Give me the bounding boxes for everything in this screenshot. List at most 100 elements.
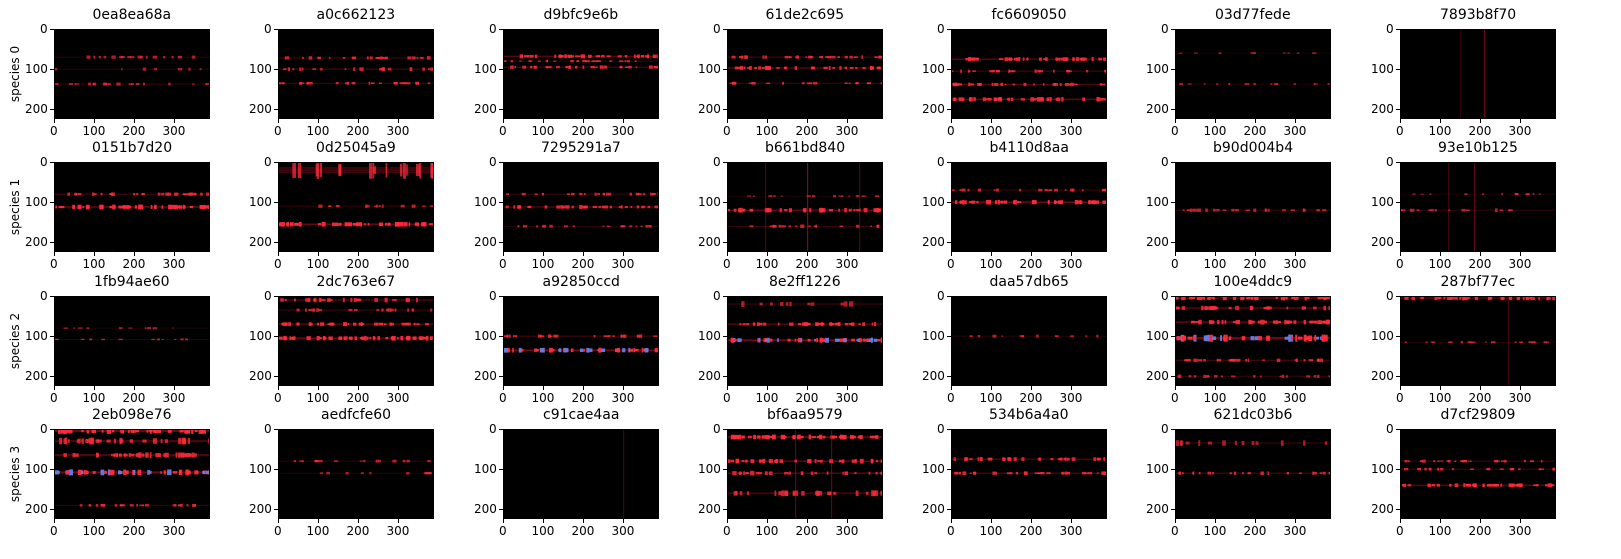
syllable-mark [826, 471, 829, 475]
syllable-mark [982, 97, 987, 102]
axes-frame [951, 296, 1107, 386]
energy-band [951, 201, 1107, 203]
syllable-mark [1258, 320, 1261, 324]
x-tick-label: 200 [1019, 524, 1043, 538]
y-tick-mark [947, 242, 951, 243]
y-tick-label: 200 [1371, 235, 1394, 250]
syllable-mark [1529, 297, 1532, 300]
syllable-mark [554, 54, 557, 58]
syllable-mark [733, 490, 738, 496]
syllable-mark [206, 470, 209, 475]
syllable-mark [1323, 305, 1326, 311]
syllable-mark [536, 225, 539, 228]
syllable-mark [1474, 296, 1478, 301]
syllable-mark [644, 348, 649, 353]
syllable-mark [823, 338, 826, 342]
x-tick-label: 100 [1428, 124, 1452, 138]
transient-mark [795, 429, 797, 519]
y-tick-mark [1396, 29, 1400, 30]
x-tick-mark [358, 119, 359, 123]
syllable-mark [63, 429, 68, 434]
row-label: species 1 [8, 178, 23, 236]
syllable-mark [1222, 440, 1226, 446]
syllable-mark [1324, 441, 1328, 445]
syllable-mark [145, 55, 148, 59]
syllable-mark [128, 453, 131, 458]
x-tick-label: 200 [1468, 257, 1492, 271]
y-tick-label: 100 [249, 62, 272, 77]
syllable-mark [416, 164, 420, 177]
syllable-mark [172, 327, 174, 329]
syllable-mark [106, 439, 111, 443]
syllable-mark [992, 70, 996, 73]
syllable-mark [114, 504, 117, 507]
x-tick-mark [1295, 386, 1296, 390]
syllable-mark [1242, 472, 1244, 475]
syllable-mark [603, 65, 606, 69]
syllable-mark [961, 188, 966, 192]
syllable-mark [593, 334, 596, 338]
syllable-mark [635, 225, 638, 227]
syllable-mark [374, 205, 377, 208]
syllable-mark [1220, 375, 1223, 378]
syllable-mark [323, 298, 326, 302]
syllable-mark [1206, 335, 1210, 342]
syllable-mark [977, 335, 981, 338]
syllable-mark [604, 205, 608, 209]
x-tick-mark [767, 252, 768, 256]
syllable-mark [1440, 460, 1444, 462]
syllable-mark [859, 338, 862, 343]
y-tick-mark [1171, 296, 1175, 297]
syllable-mark [1508, 209, 1511, 212]
syllable-mark [399, 222, 404, 227]
syllable-mark [111, 429, 115, 433]
syllable-mark [1080, 57, 1085, 61]
syllable-mark [814, 472, 818, 475]
syllable-mark [812, 195, 816, 198]
x-tick-mark [54, 252, 55, 256]
syllable-mark [1516, 483, 1522, 487]
syllable-mark [1513, 484, 1518, 487]
x-tick-mark [358, 386, 359, 390]
syllable-mark [393, 82, 398, 85]
syllable-mark [768, 195, 773, 198]
axes-frame [54, 429, 210, 519]
syllable-mark [387, 308, 392, 312]
syllable-mark [100, 192, 103, 196]
syllable-mark [66, 470, 70, 474]
syllable-mark [811, 436, 816, 438]
x-tick-mark [1295, 519, 1296, 523]
syllable-mark [749, 225, 754, 228]
x-tick-label: 200 [122, 257, 146, 271]
syllable-mark [93, 55, 96, 59]
syllable-mark [730, 459, 734, 463]
x-tick-label: 100 [82, 391, 106, 405]
x-tick-label: 0 [723, 257, 731, 271]
syllable-mark [1084, 57, 1087, 61]
syllable-mark [552, 348, 555, 352]
x-tick-mark [1520, 252, 1521, 256]
syllable-mark [155, 453, 160, 458]
syllable-mark [777, 338, 779, 342]
axes-frame [503, 29, 659, 119]
y-tick-mark [1171, 69, 1175, 70]
y-tick-mark [723, 29, 727, 30]
syllable-mark [1098, 57, 1103, 61]
syllable-mark [1042, 83, 1045, 86]
syllable-mark [299, 460, 303, 462]
y-tick-mark [1396, 336, 1400, 337]
x-tick-mark [1400, 119, 1401, 123]
syllable-mark [825, 56, 829, 59]
syllable-mark [853, 56, 858, 58]
syllable-mark [809, 82, 813, 85]
syllable-mark [562, 205, 566, 209]
syllable-mark [866, 82, 871, 85]
syllable-mark [354, 336, 358, 341]
syllable-mark [1001, 335, 1003, 337]
syllable-mark [353, 67, 356, 71]
x-tick-label: 100 [979, 524, 1003, 538]
syllable-mark [278, 82, 283, 84]
syllable-mark [1528, 341, 1533, 344]
syllable-mark [109, 470, 112, 474]
syllable-mark [601, 205, 606, 209]
